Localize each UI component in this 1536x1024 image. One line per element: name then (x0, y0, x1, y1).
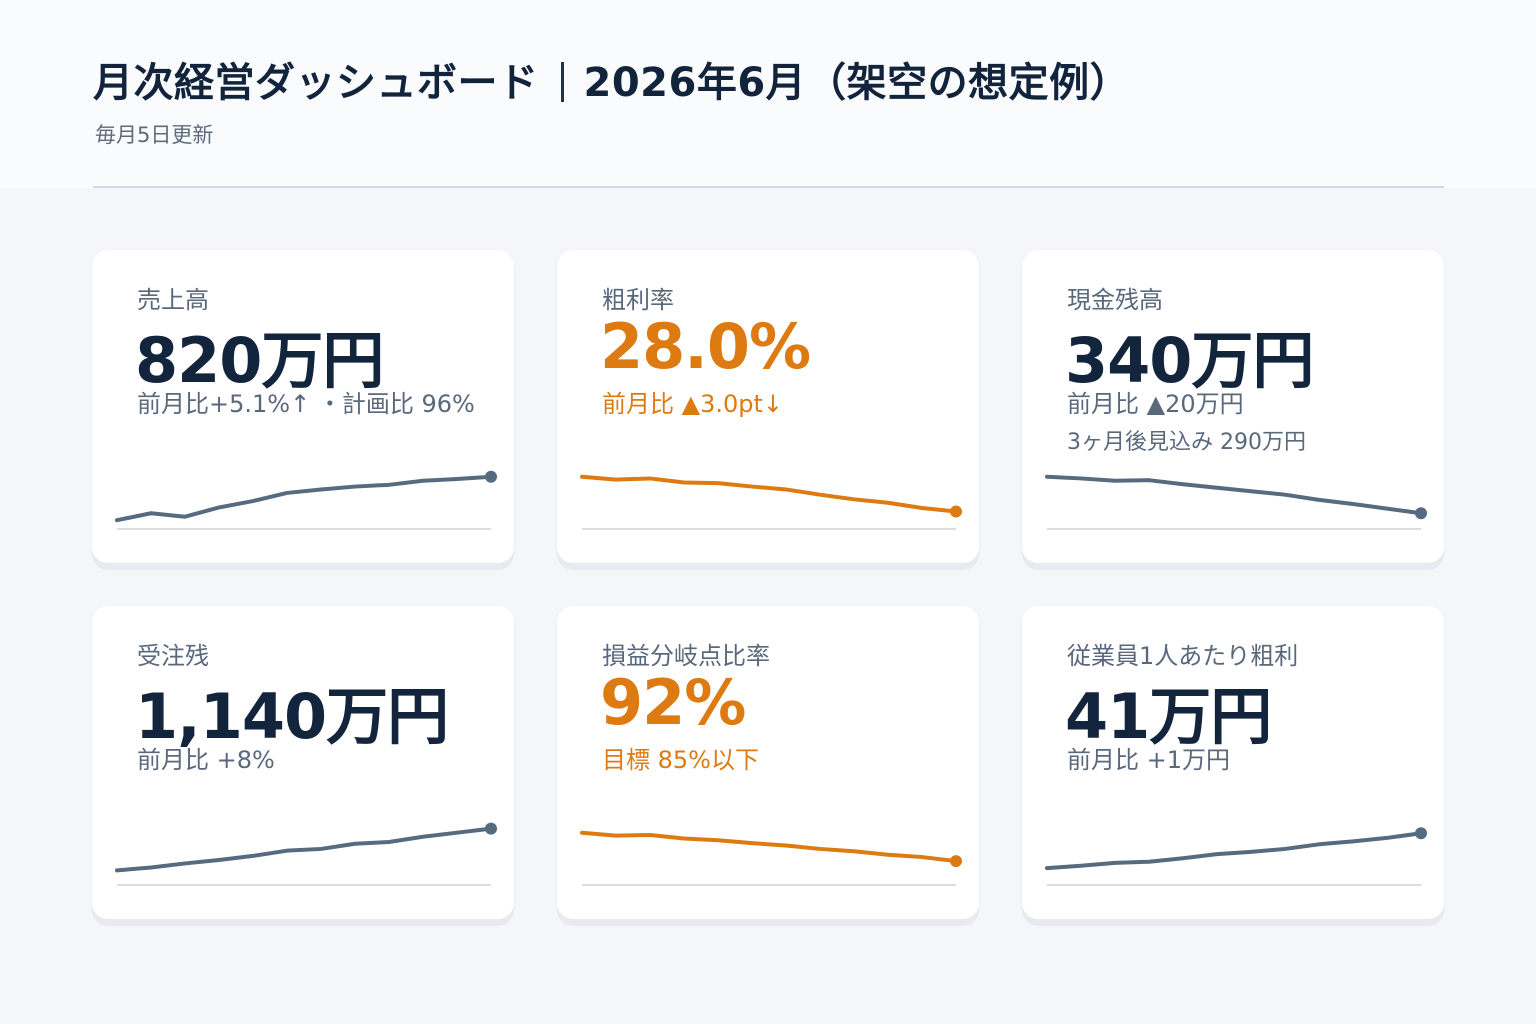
kpi-value: 28.0% (600, 310, 811, 383)
kpi-card-backlog: 受注残 1,140万円 前月比 +8% (92, 606, 514, 919)
sparkline-chart (1045, 827, 1427, 886)
kpi-label: 従業員1人あたり粗利 (1067, 642, 1299, 670)
kpi-label: 損益分岐点比率 (602, 642, 770, 670)
sparkline-series (115, 474, 493, 523)
sparkline-latest-point (950, 505, 962, 518)
kpi-card-breakeven: 損益分岐点比率 92% 目標 85%以下 (557, 606, 979, 919)
kpi-label: 現金残高 (1067, 286, 1163, 314)
sparkline-series (1045, 831, 1423, 871)
title-main: 月次経営ダッシュボード (93, 60, 539, 106)
kpi-comparison: 前月比 +8% (137, 746, 275, 774)
kpi-card-cash: 現金残高 340万円 前月比 ▲20万円 3ヶ月後見込み 290万円 (1022, 250, 1444, 563)
kpi-forecast: 3ヶ月後見込み 290万円 (1067, 430, 1306, 455)
kpi-label: 粗利率 (602, 286, 674, 314)
update-note: 毎月5日更新 (95, 123, 214, 147)
kpi-comparison: 前月比 ▲20万円 (1067, 390, 1244, 418)
kpi-label: 受注残 (137, 642, 209, 670)
header: 月次経営ダッシュボード 2026年6月（架空の想定例） 毎月5日更新 (0, 0, 1536, 188)
kpi-comparison: 前月比 +1万円 (1067, 746, 1231, 774)
kpi-value: 340万円 (1065, 324, 1314, 397)
kpi-value: 820万円 (135, 324, 384, 397)
sparkline-latest-point (950, 855, 962, 868)
header-divider (93, 186, 1444, 188)
sparkline-series (580, 474, 958, 514)
sparkline-chart (115, 470, 497, 530)
kpi-card-sales: 売上高 820万円 前月比+5.1%↑ ・計画比 96% (92, 250, 514, 563)
kpi-card-gross-margin: 粗利率 28.0% 前月比 ▲3.0pt↓ (557, 250, 979, 563)
sparkline-chart (580, 474, 962, 530)
kpi-target: 目標 85%以下 (602, 746, 759, 774)
page-title: 月次経営ダッシュボード 2026年6月（架空の想定例） (93, 50, 1130, 108)
kpi-value: 1,140万円 (135, 680, 449, 753)
sparkline-chart (115, 822, 497, 886)
kpi-label: 売上高 (137, 286, 209, 314)
kpi-comparison: 前月比+5.1%↑ ・計画比 96% (137, 390, 475, 418)
sparkline-latest-point (485, 470, 497, 483)
kpi-value: 92% (600, 666, 746, 739)
sparkline-latest-point (485, 822, 497, 835)
sparkline-chart (580, 830, 962, 886)
kpi-value: 41万円 (1065, 680, 1272, 753)
sparkline-latest-point (1415, 827, 1427, 840)
sparkline-series (1045, 474, 1423, 516)
sparkline-series (115, 826, 493, 873)
title-separator (560, 62, 564, 102)
sparkline-latest-point (1415, 507, 1427, 520)
kpi-card-profit-per-employee: 従業員1人あたり粗利 41万円 前月比 +1万円 (1022, 606, 1444, 919)
kpi-comparison: 前月比 ▲3.0pt↓ (602, 390, 784, 418)
sparkline-series (580, 830, 958, 864)
title-period: 2026年6月（架空の想定例） (583, 60, 1131, 106)
sparkline-chart (1045, 474, 1427, 530)
